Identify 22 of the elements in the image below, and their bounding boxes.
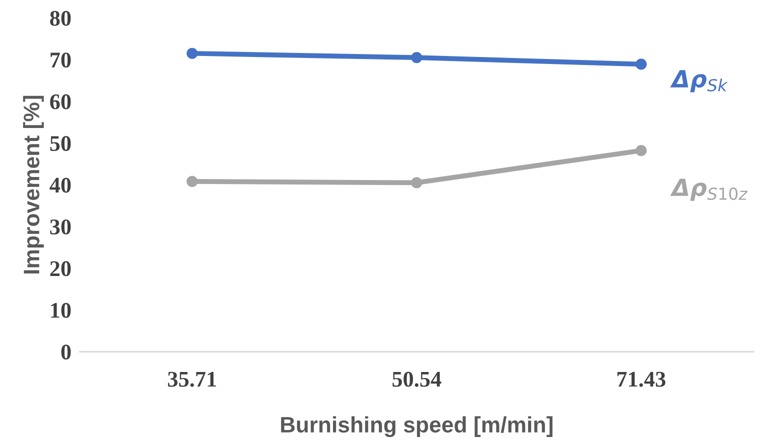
y-tick-label: 50 <box>50 136 71 152</box>
y-tick-label: 20 <box>50 261 71 276</box>
y-tick-label: 0 <box>61 344 71 360</box>
x-tick-label: 71.43 <box>617 372 666 387</box>
y-tick-label: 10 <box>51 302 71 318</box>
y-tick-label: 80 <box>50 10 71 26</box>
point <box>186 48 198 59</box>
point <box>636 145 647 156</box>
x-tick-label: 35.71 <box>168 372 216 387</box>
y-tick-label: 70 <box>50 52 71 68</box>
point <box>186 176 198 188</box>
point <box>411 177 422 188</box>
x-axis-title: Burnishing speed [m/min] <box>281 416 552 438</box>
series-label: Δρ$_{Sk}$ <box>670 70 728 92</box>
y-tick-label: 60 <box>50 94 71 110</box>
series-label: Δρ$_{S10z}$ <box>670 178 748 201</box>
y-axis-title: Improvement [%] <box>23 96 44 274</box>
point <box>636 58 647 70</box>
point <box>411 52 422 64</box>
x-tick-label: 50.54 <box>392 372 442 387</box>
y-tick-label: 40 <box>50 178 71 193</box>
y-tick-label: 30 <box>50 219 71 234</box>
